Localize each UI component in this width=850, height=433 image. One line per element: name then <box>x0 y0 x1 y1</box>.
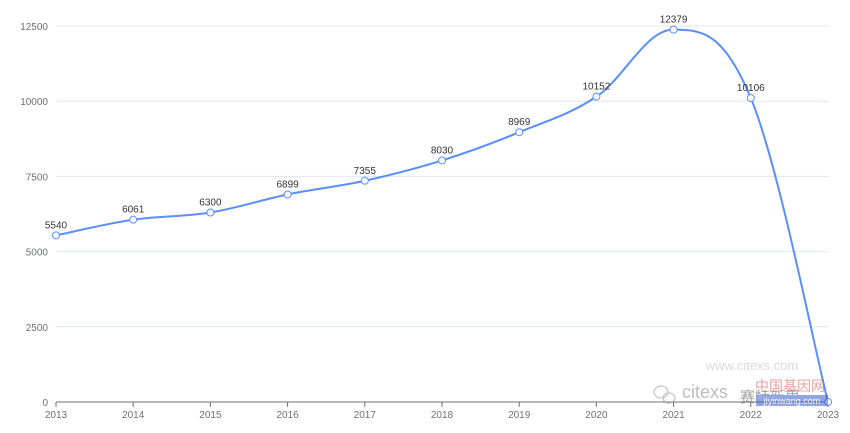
data-point <box>283 190 292 199</box>
x-tick-label: 2016 <box>276 410 299 421</box>
data-label: 8030 <box>431 145 454 156</box>
x-axis-tick-labels: 2013 2014 2015 2016 2017 2018 2019 2020 2021 2022… <box>45 402 840 421</box>
x-tick-label: 2020 <box>585 410 608 421</box>
data-label: 6061 <box>122 205 145 216</box>
data-label: 6300 <box>199 197 222 208</box>
data-labels: 5540 6061 6300 6899 7355 8030 8969 10152 12379 10… <box>45 15 765 232</box>
data-point <box>206 208 215 217</box>
data-label: 5540 <box>45 220 68 231</box>
x-tick-label: 2013 <box>45 410 68 421</box>
data-point <box>52 231 60 240</box>
x-tick-label: 2015 <box>199 410 222 421</box>
data-points <box>52 25 832 406</box>
y-tick-label: 12500 <box>20 22 48 33</box>
y-grid-lines <box>56 25 828 328</box>
y-tick-label: 2500 <box>26 323 49 334</box>
data-point <box>438 156 446 165</box>
watermark: www.citexs.com citexs 赛特新思 中国基因网 jiyinwa… <box>653 358 828 406</box>
data-label: 6899 <box>276 179 299 190</box>
x-tick-label: 2023 <box>817 410 840 421</box>
data-label: 10152 <box>582 82 610 93</box>
wechat-icon <box>653 385 676 404</box>
x-tick-label: 2017 <box>354 410 377 421</box>
data-point <box>515 128 524 137</box>
watermark-url: www.citexs.com <box>705 358 798 373</box>
data-label: 8969 <box>508 117 531 128</box>
data-label: 7355 <box>354 166 377 177</box>
data-label: 12379 <box>660 15 688 26</box>
data-point <box>129 215 138 224</box>
data-point <box>360 176 369 185</box>
watermark-brand: citexs <box>682 382 728 402</box>
x-tick-label: 2014 <box>122 410 145 421</box>
x-tick-label: 2021 <box>662 410 685 421</box>
x-tick-label: 2018 <box>431 410 454 421</box>
data-label: 10106 <box>737 83 765 94</box>
y-tick-label: 7500 <box>26 172 49 183</box>
series-line <box>55 28 829 403</box>
data-point <box>669 25 678 34</box>
y-tick-label: 0 <box>42 398 48 409</box>
data-point <box>746 94 755 103</box>
x-tick-label: 2022 <box>740 410 763 421</box>
y-tick-label: 10000 <box>20 97 48 108</box>
watermark-site-url: jiyinwang.com <box>763 396 821 406</box>
data-point <box>592 92 601 101</box>
watermark-site-cn: 中国基因网 <box>755 378 825 394</box>
y-axis-tick-labels: 0 2500 5000 7500 10000 12500 <box>20 22 48 409</box>
x-tick-label: 2019 <box>508 410 531 421</box>
y-tick-label: 5000 <box>26 248 49 259</box>
